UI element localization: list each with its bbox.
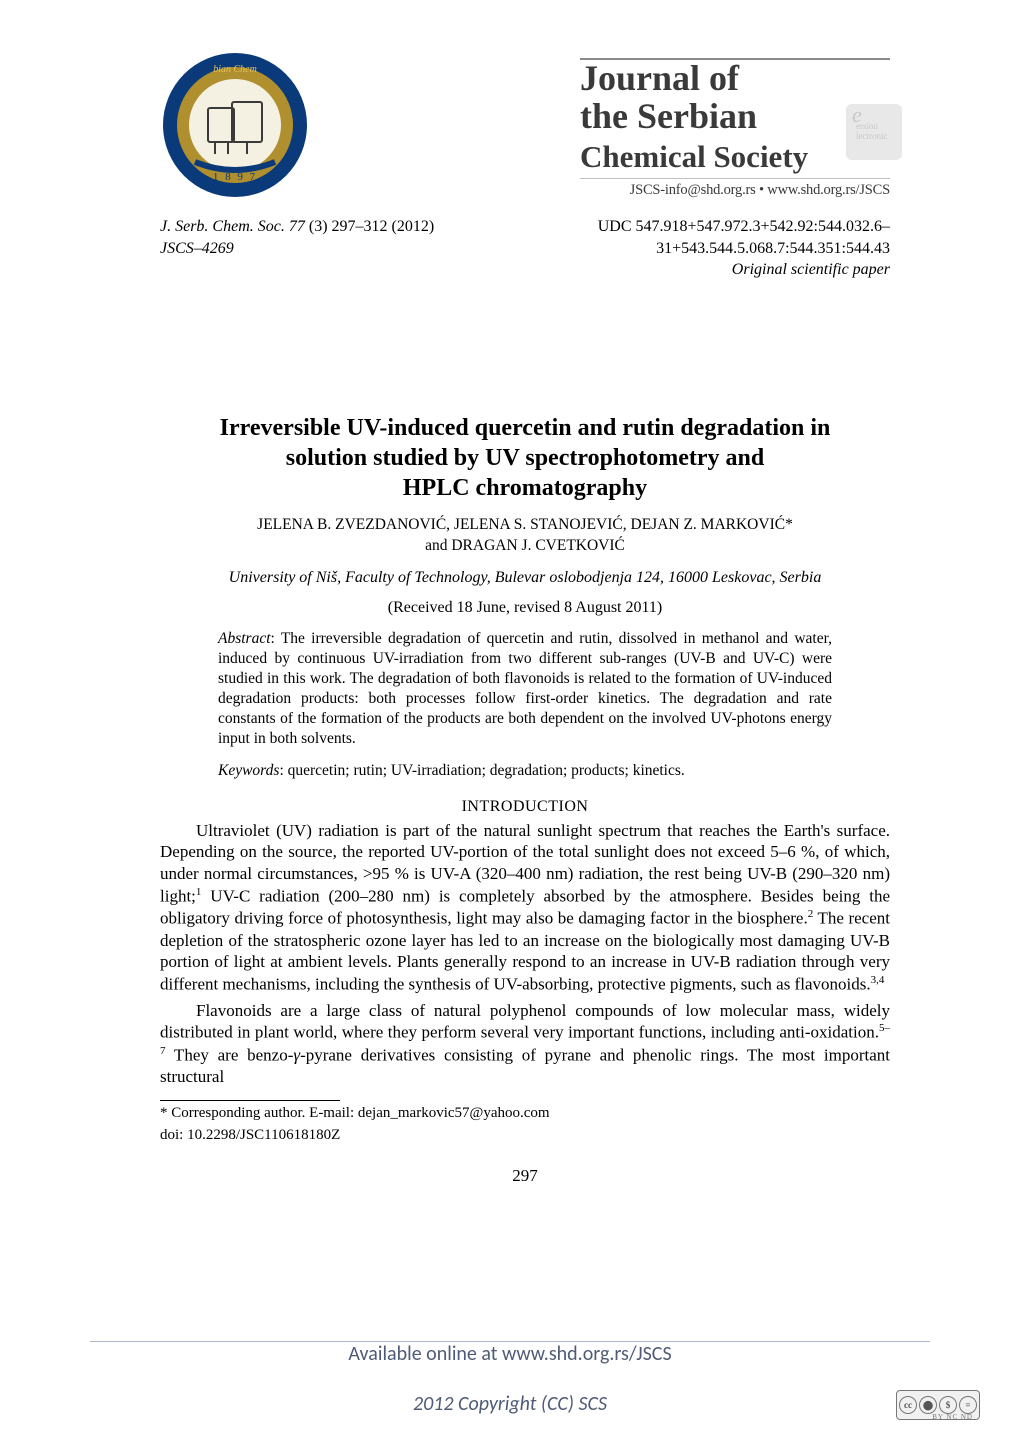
cc-sublabels: BY NC ND: [932, 1413, 973, 1421]
abstract-text: : The irreversible degradation of querce…: [218, 630, 832, 748]
article-title-line3: HPLC chromatography: [160, 473, 890, 503]
issue-pages: (3) 297–312 (2012): [305, 218, 434, 235]
article-title-line2: solution studied by UV spectrophotometry…: [160, 443, 890, 473]
copyright-line: 2012 Copyright (CC) SCS: [0, 1392, 1020, 1416]
cc-license-badge: cc ⬤ $ = BY NC ND: [896, 1390, 980, 1420]
body-paragraph-2: Flavonoids are a large class of natural …: [160, 1000, 890, 1088]
nd-icon: =: [959, 1396, 977, 1414]
authors: JELENA B. ZVEZDANOVIĆ, JELENA S. STANOJE…: [160, 515, 890, 557]
udc-line1: UDC 547.918+547.972.3+542.92:544.032.6–: [598, 216, 890, 238]
authors-line2: and DRAGAN J. CVETKOVIĆ: [160, 536, 890, 557]
meta-row: J. Serb. Chem. Soc. 77 (3) 297–312 (2012…: [160, 216, 890, 281]
footnote-rule: [160, 1100, 340, 1101]
e-badge-sub-bottom: lectronic: [856, 131, 887, 141]
journal-title-line3: Chemical Society: [580, 138, 890, 175]
society-logo-container: bian Chem 1 8 9 7: [160, 50, 310, 210]
abstract-label: Abstract: [218, 630, 271, 647]
society-logo: bian Chem 1 8 9 7: [160, 50, 310, 200]
section-heading-introduction: INTRODUCTION: [160, 798, 890, 816]
e-badge-sub-top: ersion: [856, 121, 878, 131]
nc-icon: $: [939, 1396, 957, 1414]
journal-series: J. Serb. Chem. Soc. 77: [160, 218, 305, 235]
body-paragraph-1: Ultraviolet (UV) radiation is part of th…: [160, 820, 890, 996]
keywords-text: : quercetin; rutin; UV-irradiation; degr…: [279, 762, 684, 779]
meta-right: UDC 547.918+547.972.3+542.92:544.032.6– …: [598, 216, 890, 281]
received-line: (Received 18 June, revised 8 August 2011…: [160, 599, 890, 617]
udc-line2: 31+543.544.5.068.7:544.351:544.43: [598, 238, 890, 260]
keywords: Keywords: quercetin; rutin; UV-irradiati…: [218, 761, 832, 781]
authors-line1: JELENA B. ZVEZDANOVIĆ, JELENA S. STANOJE…: [160, 515, 890, 536]
article-title: Irreversible UV-induced quercetin and ru…: [160, 413, 890, 503]
by-icon: ⬤: [919, 1396, 937, 1414]
electronic-version-badge: ersion lectronic: [846, 104, 902, 160]
ref-3-4: 3,4: [871, 974, 885, 986]
affiliation: University of Niš, Faculty of Technology…: [160, 569, 890, 587]
journal-title-line2: the Serbian: [580, 98, 757, 136]
journal-contact-line: JSCS-info@shd.org.rs • www.shd.org.rs/JS…: [580, 178, 890, 199]
header-row: bian Chem 1 8 9 7 Journal of the Serbian: [160, 50, 890, 210]
paper-type: Original scientific paper: [598, 259, 890, 281]
cc-icon: cc: [899, 1396, 917, 1414]
footnote-corresponding: * Corresponding author. E-mail: dejan_ma…: [160, 1104, 890, 1124]
svg-text:bian Chem: bian Chem: [213, 64, 257, 75]
journal-title-block: Journal of the Serbian ersion lectronic …: [580, 58, 890, 199]
meta-left: J. Serb. Chem. Soc. 77 (3) 297–312 (2012…: [160, 216, 434, 281]
article-title-line1: Irreversible UV-induced quercetin and ru…: [160, 413, 890, 443]
para1-b: UV-C radiation (200–280 nm) is completel…: [160, 887, 890, 928]
keywords-label: Keywords: [218, 762, 279, 779]
para2-b: They are benzo-: [166, 1045, 294, 1064]
available-online-line: Available online at www.shd.org.rs/JSCS: [0, 1342, 1020, 1366]
jscs-id: JSCS–4269: [160, 238, 434, 260]
abstract: Abstract: The irreversible degradation o…: [218, 629, 832, 750]
page-number: 297: [160, 1166, 890, 1186]
para2-a: Flavonoids are a large class of natural …: [160, 1001, 890, 1042]
journal-title-line1: Journal of: [580, 60, 890, 98]
footnote-doi: doi: 10.2298/JSC110618180Z: [160, 1126, 890, 1146]
